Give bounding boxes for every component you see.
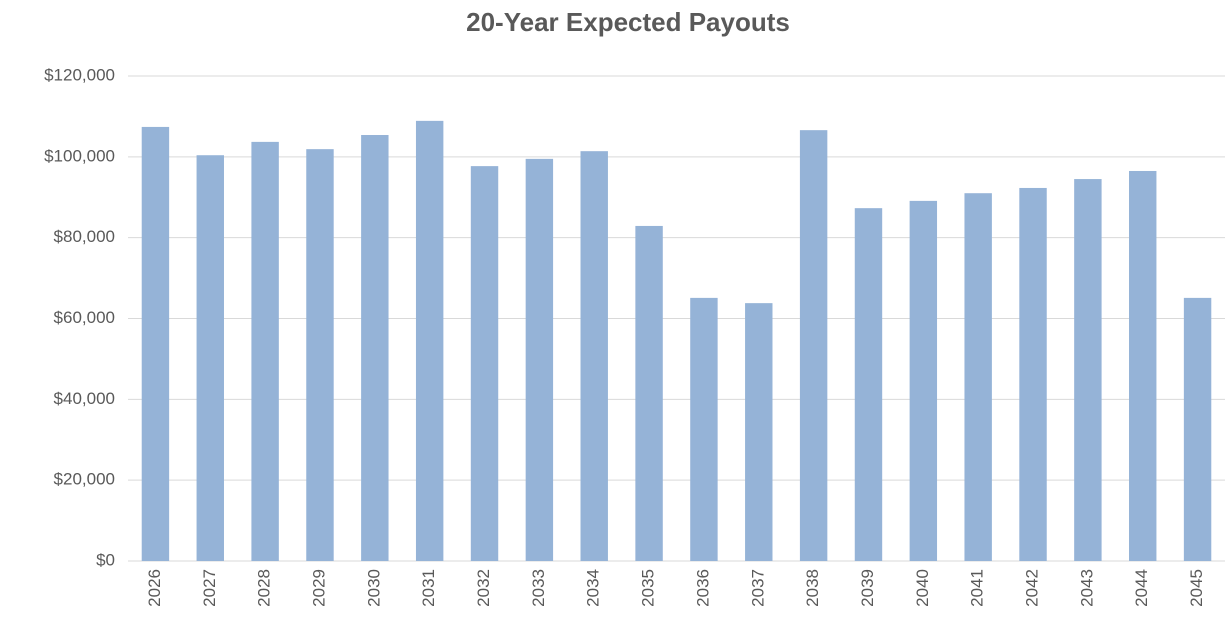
x-tick-label: 2036	[693, 569, 712, 607]
x-tick-label: 2037	[748, 569, 767, 607]
bar	[525, 158, 554, 561]
x-tick-label: 2029	[309, 569, 328, 607]
bar	[361, 135, 389, 561]
bar	[854, 208, 883, 561]
bar	[580, 151, 608, 562]
x-tick-label: 2030	[364, 569, 383, 607]
bar	[1183, 297, 1212, 561]
x-tick-label: 2035	[639, 569, 658, 607]
x-tick-label: 2026	[145, 569, 164, 607]
bar	[1019, 187, 1047, 561]
bar	[1074, 179, 1102, 561]
y-tick-label: $60,000	[54, 308, 115, 327]
bar	[470, 166, 499, 562]
y-tick-label: $0	[96, 550, 115, 569]
x-tick-label: 2027	[200, 569, 219, 607]
y-tick-label: $100,000	[44, 146, 115, 165]
bar	[909, 200, 938, 561]
y-tick-label: $20,000	[54, 470, 115, 489]
bar	[196, 155, 224, 561]
bar	[251, 141, 279, 562]
x-tick-label: 2039	[858, 569, 877, 607]
y-tick-label: $80,000	[54, 227, 115, 246]
x-tick-label: 2043	[1077, 569, 1096, 607]
x-tick-label: 2040	[913, 569, 932, 607]
y-tick-label: $40,000	[54, 389, 115, 408]
x-tick-label: 2041	[968, 569, 987, 607]
bar	[306, 149, 334, 561]
x-tick-label: 2038	[803, 569, 822, 607]
y-tick-label: $120,000	[44, 65, 115, 84]
chart-title: 20-Year Expected Payouts	[466, 7, 790, 37]
x-tick-label: 2042	[1023, 569, 1042, 607]
x-tick-label: 2032	[474, 569, 493, 607]
x-tick-label: 2034	[584, 569, 603, 607]
x-tick-label: 2033	[529, 569, 548, 607]
bar	[799, 130, 828, 562]
x-tick-label: 2031	[419, 569, 438, 607]
bar	[141, 126, 170, 562]
bar	[964, 193, 992, 562]
bar	[635, 225, 663, 561]
x-tick-label: 2028	[255, 569, 274, 607]
bar	[690, 297, 718, 561]
x-tick-label: 2045	[1187, 569, 1206, 607]
bar	[745, 303, 773, 561]
x-tick-label: 2044	[1132, 569, 1151, 607]
bar	[415, 120, 444, 562]
bar	[1129, 170, 1157, 561]
